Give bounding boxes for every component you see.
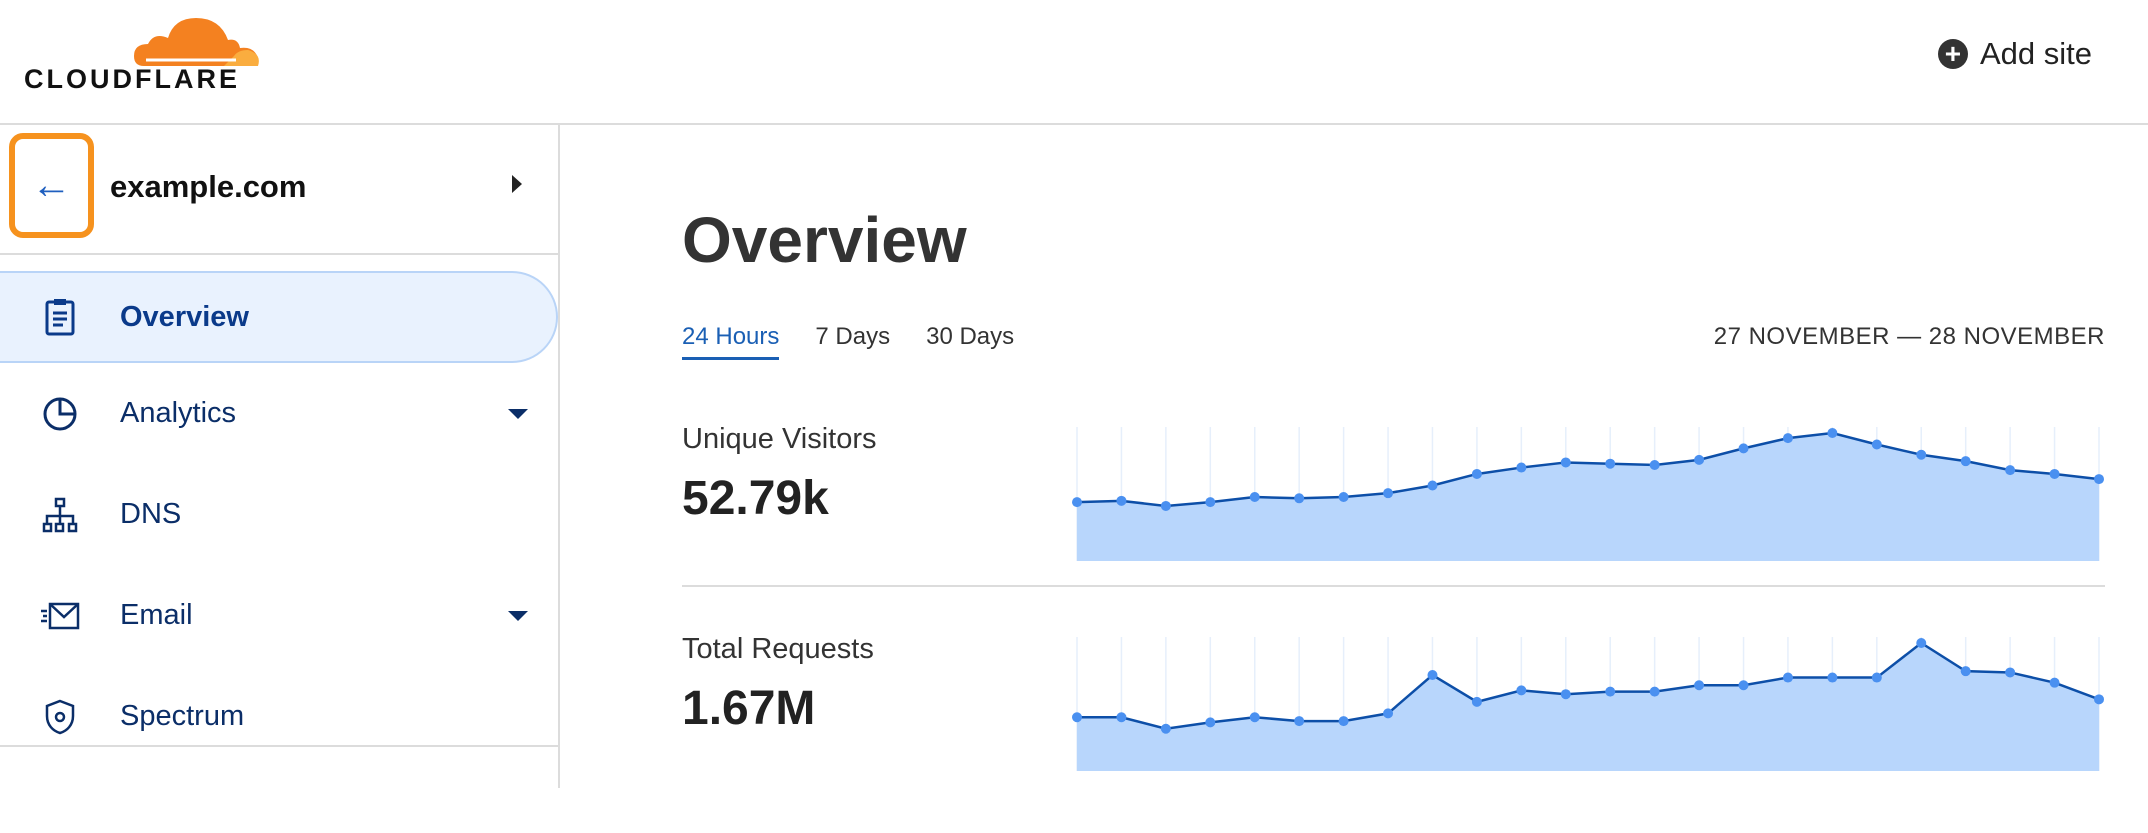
plus-circle-icon: + [1937, 39, 1968, 69]
data-point[interactable] [1294, 716, 1305, 727]
sidebar-item-overview[interactable]: Overview [0, 271, 558, 363]
logo-text: CLOUDFLARE [24, 64, 240, 94]
metric-value: 52.79k [682, 472, 829, 525]
tab-30-days[interactable]: 30 Days [926, 323, 1015, 350]
divider [0, 745, 558, 747]
data-point[interactable] [1160, 723, 1171, 734]
data-point[interactable] [2049, 677, 2060, 688]
data-point[interactable] [1560, 457, 1571, 468]
data-point[interactable] [1516, 462, 1527, 473]
site-name[interactable]: example.com [110, 169, 307, 204]
add-site-button[interactable]: + Add site [1937, 36, 2092, 72]
sidebar-nav: Overview Analytics DNS Email Spectrum [0, 271, 558, 767]
sidebar-item-spectrum[interactable]: Spectrum [0, 666, 558, 767]
cloud-icon [134, 18, 259, 66]
add-site-label: Add site [1979, 36, 2092, 71]
data-point[interactable] [1294, 493, 1305, 504]
data-point[interactable] [1871, 672, 1882, 683]
data-point[interactable] [1205, 717, 1216, 728]
metric-total-requests: Total Requests 1.67M [682, 633, 2105, 833]
date-range: 27 NOVEMBER — 28 NOVEMBER [1713, 323, 2105, 350]
data-point[interactable] [1738, 680, 1749, 691]
data-point[interactable] [1160, 500, 1171, 511]
data-point[interactable] [1427, 670, 1438, 680]
data-point[interactable] [2049, 468, 2060, 479]
divider [682, 585, 2105, 587]
data-point[interactable] [1649, 460, 1660, 470]
sidebar-item-label: Overview [120, 300, 249, 333]
data-point[interactable] [1871, 439, 1882, 450]
metric-label: Unique Visitors [682, 423, 877, 455]
chevron-down-icon[interactable] [508, 610, 528, 621]
site-selector: ← example.com [0, 125, 558, 255]
data-point[interactable] [1694, 454, 1705, 465]
sidebar-item-label: Email [120, 599, 193, 631]
data-point[interactable] [1560, 689, 1571, 700]
data-point[interactable] [1116, 495, 1127, 506]
data-point[interactable] [1605, 686, 1616, 697]
data-point[interactable] [1960, 666, 1971, 677]
sidebar-item-label: Analytics [120, 397, 237, 429]
data-point[interactable] [2005, 667, 2016, 678]
data-point[interactable] [1738, 443, 1749, 454]
shield-icon [40, 697, 80, 737]
data-point[interactable] [2094, 694, 2104, 705]
data-point[interactable] [1116, 712, 1127, 723]
data-point[interactable] [1427, 480, 1438, 491]
data-point[interactable] [1916, 638, 1927, 648]
sidebar: ← example.com Overview Analytics DNS Ema… [0, 125, 560, 788]
chevron-down-icon[interactable] [508, 408, 528, 419]
data-point[interactable] [1516, 685, 1527, 696]
clipboard-icon [40, 297, 80, 337]
tab-24-hours[interactable]: 24 Hours [682, 323, 780, 360]
data-point[interactable] [1827, 428, 1838, 438]
data-point[interactable] [1383, 488, 1394, 499]
total-requests-chart[interactable] [1071, 623, 2105, 773]
data-point[interactable] [1249, 712, 1260, 723]
data-point[interactable] [1916, 449, 1927, 460]
network-icon [40, 495, 80, 535]
top-header: CLOUDFLARE + Add site [0, 0, 2148, 125]
pie-chart-icon [40, 394, 80, 434]
tab-7-days[interactable]: 7 Days [815, 323, 891, 350]
sidebar-item-email[interactable]: Email [0, 565, 558, 666]
data-point[interactable] [1827, 672, 1838, 683]
arrow-left-icon: ← [31, 163, 72, 207]
series-line [1077, 641, 2100, 731]
back-button[interactable]: ← [9, 133, 94, 238]
caret-right-icon[interactable] [512, 175, 522, 193]
data-point[interactable] [1960, 456, 1971, 467]
data-point[interactable] [1605, 458, 1616, 469]
sidebar-item-label: Spectrum [120, 700, 245, 732]
data-point[interactable] [1782, 672, 1793, 683]
data-point[interactable] [1649, 686, 1660, 697]
data-point[interactable] [1471, 468, 1482, 479]
email-icon [40, 596, 80, 636]
data-point[interactable] [1205, 497, 1216, 508]
sidebar-item-analytics[interactable]: Analytics [0, 363, 558, 464]
data-point[interactable] [2094, 474, 2104, 485]
data-point[interactable] [1338, 492, 1349, 502]
metric-label: Total Requests [682, 633, 874, 665]
area-fill [1077, 433, 2099, 561]
sidebar-item-dns[interactable]: DNS [0, 464, 558, 565]
metric-value: 1.67M [682, 682, 816, 735]
data-point[interactable] [1471, 696, 1482, 707]
time-range-tabs: 24 Hours 7 Days 30 Days [682, 323, 1014, 360]
data-point[interactable] [1072, 497, 1082, 508]
page-title: Overview [682, 204, 967, 276]
data-point[interactable] [2005, 465, 2016, 476]
metric-unique-visitors: Unique Visitors 52.79k [682, 423, 2105, 623]
area-fill [1077, 643, 2099, 771]
data-point[interactable] [1383, 708, 1394, 719]
data-point[interactable] [1338, 716, 1349, 727]
data-point[interactable] [1782, 433, 1793, 444]
data-point[interactable] [1072, 712, 1082, 723]
data-point[interactable] [1249, 492, 1260, 502]
cloudflare-logo[interactable]: CLOUDFLARE [24, 10, 264, 95]
unique-visitors-chart[interactable] [1071, 413, 2105, 563]
series-line [1076, 431, 2100, 508]
sidebar-item-label: DNS [120, 498, 182, 530]
data-point[interactable] [1694, 680, 1705, 691]
